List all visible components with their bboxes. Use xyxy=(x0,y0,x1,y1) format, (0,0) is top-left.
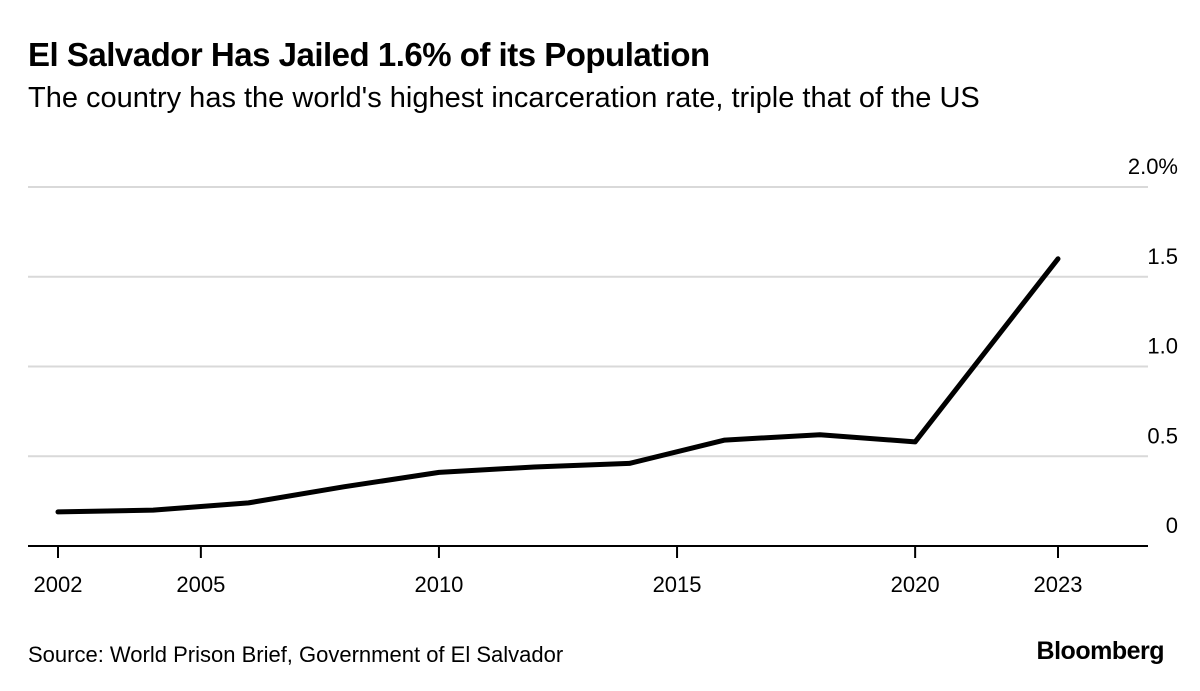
y-tick-label: 1.0 xyxy=(1147,334,1178,359)
bloomberg-logo: Bloomberg xyxy=(1036,637,1165,665)
x-tick-label: 2015 xyxy=(653,572,702,597)
x-tick-label: 2010 xyxy=(414,572,463,597)
chart-subtitle: The country has the world's highest inca… xyxy=(28,82,980,114)
x-axis xyxy=(28,545,1148,558)
x-tick-label: 2005 xyxy=(176,572,225,597)
x-tick-label: 2002 xyxy=(34,572,83,597)
y-tick-label: 1.5 xyxy=(1147,244,1178,269)
gridlines xyxy=(28,186,1148,458)
x-tick-label: 2023 xyxy=(1034,572,1083,597)
line-chart: 2002 2005 2010 2015 2020 2023 0 0.5 1.0 1.5 2.0% xyxy=(28,154,1178,597)
x-tick-labels: 2002 2005 2010 2015 2020 2023 xyxy=(34,572,1083,597)
y-tick-labels: 0 0.5 1.0 1.5 2.0% xyxy=(1128,154,1178,538)
source-note: Source: World Prison Brief, Government o… xyxy=(28,642,564,667)
chart-title: El Salvador Has Jailed 1.6% of its Popul… xyxy=(28,36,710,73)
y-tick-label: 0.5 xyxy=(1147,423,1178,448)
y-tick-label: 0 xyxy=(1166,513,1178,538)
series-line xyxy=(55,256,1061,515)
series-layer xyxy=(55,256,1061,515)
y-tick-label: 2.0% xyxy=(1128,154,1178,179)
x-tick-label: 2020 xyxy=(891,572,940,597)
